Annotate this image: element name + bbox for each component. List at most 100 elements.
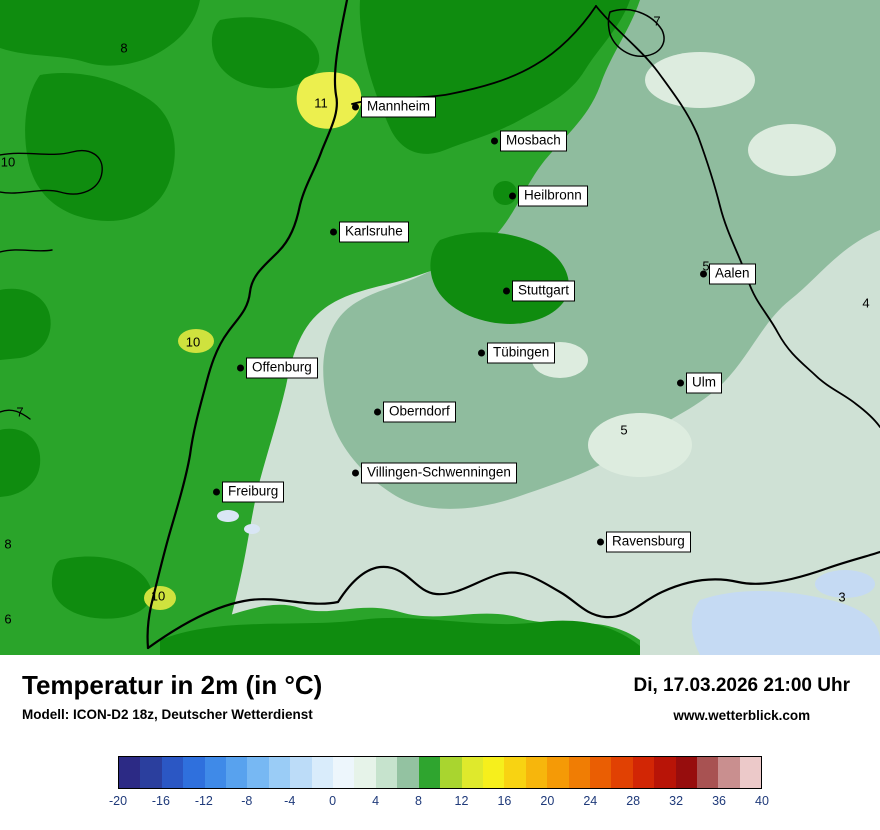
- info-header-row: Temperatur in 2m (in °C) Modell: ICON-D2…: [0, 671, 880, 723]
- city-label: Stuttgart: [512, 280, 576, 302]
- model-info: Modell: ICON-D2 18z, Deutscher Wetterdie…: [22, 706, 313, 722]
- city-label: Aalen: [709, 263, 756, 285]
- temperature-value: 8: [4, 536, 12, 552]
- city-label: Offenburg: [246, 357, 318, 379]
- border-france-district1: [0, 150, 103, 195]
- colorbar-tick-label: 4: [372, 794, 380, 808]
- city-dot-icon: [352, 469, 359, 477]
- city-marker: Oberndorf: [374, 401, 456, 423]
- city-marker: Freiburg: [213, 481, 285, 503]
- temperature-value: 6: [4, 611, 12, 627]
- colorbar-segment: [290, 757, 312, 788]
- temperature-value: 7: [16, 404, 24, 420]
- city-marker: Mannheim: [352, 96, 437, 118]
- city-dot-icon: [237, 364, 244, 372]
- colorbar-segment: [354, 757, 376, 788]
- colorbar-segment: [333, 757, 355, 788]
- city-label: Ravensburg: [606, 531, 691, 553]
- border-france-district3: [0, 409, 31, 420]
- map-region: 8 7 11 10 5 4 10 7 5 8 10 3 6 Mannheim Mosbach Heilb…: [0, 0, 880, 655]
- temperature-value: 5: [702, 258, 710, 274]
- temperature-value: 4: [862, 295, 870, 311]
- temp-blob-darkgreen-south: [160, 617, 640, 655]
- temp-blob-mint3: [588, 413, 692, 477]
- city-marker: Offenburg: [237, 357, 318, 379]
- city-marker: Heilbronn: [509, 185, 588, 207]
- colorbar-segment: [611, 757, 633, 788]
- temp-blob-lightblue-spot: [815, 570, 875, 598]
- colorbar-ticks: -20 -16 -12 -8 -4 0 4 8 12 16 20 24 28 32 36 40: [109, 794, 769, 812]
- temperature-value: 5: [620, 422, 628, 438]
- city-label: Tübingen: [487, 342, 556, 364]
- forecast-datetime: Di, 17.03.2026 21:00 Uhr: [633, 675, 850, 696]
- city-dot-icon: [597, 538, 604, 546]
- colorbar-segment: [311, 757, 334, 788]
- city-marker: Aalen: [700, 263, 756, 285]
- city-dot-icon: [491, 137, 498, 145]
- temperature-value: 3: [838, 589, 846, 605]
- city-marker: Tübingen: [478, 342, 556, 364]
- colorbar-segment: [547, 757, 569, 788]
- colorbar-tick-label: 0: [329, 794, 337, 808]
- city-marker: Stuttgart: [503, 280, 576, 302]
- temperature-value: 7: [653, 13, 661, 29]
- colorbar-tick-label: -16: [151, 794, 170, 808]
- temperature-value: 10: [0, 154, 16, 170]
- temp-blob-teal-band: [323, 0, 880, 509]
- colorbar-segment: [632, 757, 655, 788]
- temp-blob-mint1: [645, 52, 755, 108]
- colorbar-segment: [440, 757, 462, 788]
- border-south-switzerland: [146, 550, 880, 650]
- city-dot-icon: [352, 103, 359, 111]
- city-dot-icon: [503, 287, 510, 295]
- city-dot-icon: [374, 408, 381, 416]
- temp-blob-darkgreen-top: [211, 17, 320, 89]
- temp-blob-darkgreen-sw: [51, 556, 152, 619]
- city-label: Mosbach: [500, 130, 567, 152]
- colorbar-tick-label: -12: [194, 794, 213, 808]
- colorbar-tick-label: -8: [241, 794, 253, 808]
- colorbar-segment: [739, 757, 762, 788]
- temp-blob-yellowgreen1: [178, 329, 214, 353]
- colorbar-tick-label: 20: [540, 794, 555, 808]
- city-label: Freiburg: [222, 481, 285, 503]
- map-overlay: 8 7 11 10 5 4 10 7 5 8 10 3 6 Mannheim Mosbach Heilb…: [0, 13, 870, 627]
- colorbar-segment: [418, 757, 441, 788]
- colorbar-segment: [589, 757, 612, 788]
- temperature-values-layer: 8 7 11 10 5 4 10 7 5 8 10 3 6: [0, 13, 870, 627]
- city-marker: Ravensburg: [597, 531, 691, 553]
- colorbar-segment: [375, 757, 398, 788]
- temp-blob-yellow-mannheim: [296, 72, 362, 129]
- colorbar-tick-label: 8: [415, 794, 423, 808]
- city-marker: Ulm: [677, 372, 722, 394]
- border-lines-layer: [0, 0, 880, 650]
- colorbar-segment: [397, 757, 419, 788]
- temp-blob-lightblue-dot1: [217, 510, 239, 522]
- colorbar-segment: [568, 757, 590, 788]
- colorbar-segment: [718, 757, 740, 788]
- city-dot-icon: [509, 192, 516, 200]
- colorbar-segment: [140, 757, 162, 788]
- city-marker: Villingen-Schwenningen: [352, 462, 517, 484]
- colorbar-segment: [204, 757, 227, 788]
- colorbar-segment: [482, 757, 505, 788]
- colorbar-tick-label: 28: [626, 794, 641, 808]
- temp-blob-darkgreen-nw: [0, 0, 200, 66]
- city-dot-icon: [330, 228, 337, 236]
- colorbar-segment: [504, 757, 526, 788]
- temperature-value: 11: [314, 95, 328, 111]
- info-left-column: Temperatur in 2m (in °C) Modell: ICON-D2…: [22, 671, 322, 722]
- temp-blob-darkgreen-edge2: [0, 428, 41, 497]
- colorbar-segment: [461, 757, 483, 788]
- city-dot-icon: [478, 349, 485, 357]
- colorbar-segment: [247, 757, 269, 788]
- info-panel: Temperatur in 2m (in °C) Modell: ICON-D2…: [0, 655, 880, 830]
- info-right-column: Di, 17.03.2026 21:00 Uhr www.wetterblick…: [633, 671, 850, 723]
- colorbar-segment: [226, 757, 248, 788]
- city-label: Villingen-Schwenningen: [361, 462, 517, 484]
- colorbar-segment: [696, 757, 719, 788]
- temp-blob-darkgreen-edge1: [0, 288, 51, 360]
- temperature-value: 10: [185, 334, 201, 350]
- colorbar-tick-label: 12: [454, 794, 469, 808]
